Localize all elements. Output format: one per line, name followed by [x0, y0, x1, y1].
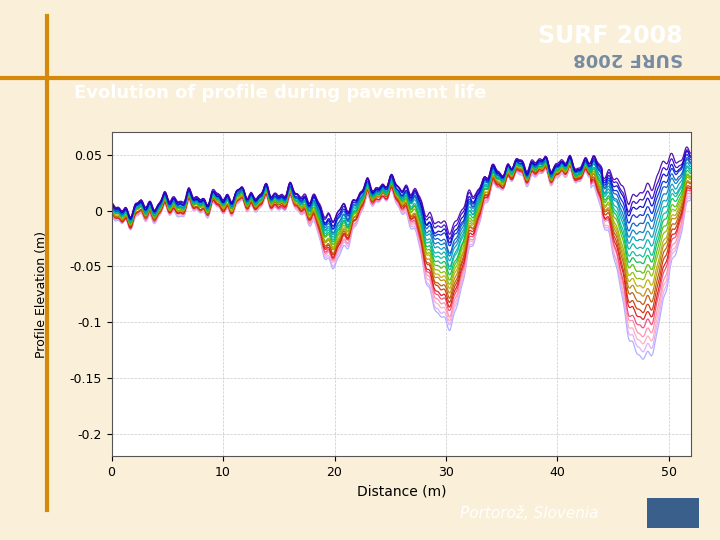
Text: Evolution of profile during pavement life: Evolution of profile during pavement lif…: [74, 84, 487, 102]
FancyBboxPatch shape: [647, 498, 699, 528]
Text: SURF 2008: SURF 2008: [539, 24, 683, 48]
Text: Portorož, Slovenia: Portorož, Slovenia: [460, 505, 598, 521]
X-axis label: Distance (m): Distance (m): [356, 484, 446, 498]
Y-axis label: Profile Elevation (m): Profile Elevation (m): [35, 231, 48, 358]
Text: SURF 2008: SURF 2008: [573, 49, 683, 68]
